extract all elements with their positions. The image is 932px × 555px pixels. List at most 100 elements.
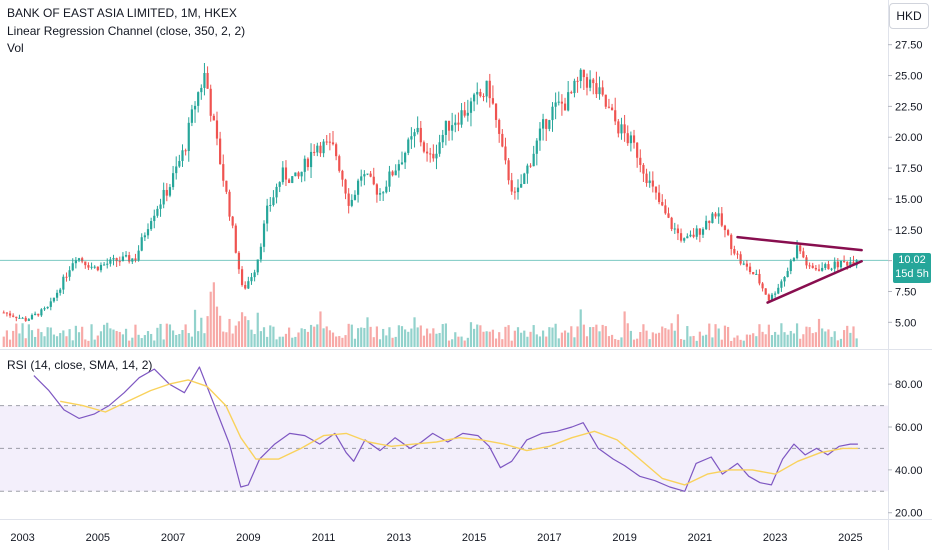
time-tick-label: 2009 bbox=[236, 532, 260, 544]
candle-body bbox=[219, 138, 222, 165]
candle-body bbox=[253, 272, 256, 278]
candle-body bbox=[115, 258, 118, 262]
volume-bar bbox=[516, 327, 520, 347]
rsi-ma-line bbox=[60, 379, 858, 486]
volume-bar bbox=[626, 323, 629, 347]
volume-bar bbox=[247, 320, 250, 347]
volume-bar bbox=[488, 331, 491, 347]
volume-bar bbox=[259, 331, 262, 347]
volume-bar bbox=[8, 339, 12, 347]
volume-bar bbox=[269, 325, 272, 347]
volume-bar bbox=[780, 323, 783, 347]
volume-bar bbox=[789, 330, 792, 347]
candle-body bbox=[168, 187, 172, 196]
candle-body bbox=[557, 101, 560, 103]
candle-body bbox=[733, 249, 736, 254]
candle-body bbox=[225, 180, 228, 192]
candle-body bbox=[667, 213, 670, 218]
candle-body bbox=[541, 119, 545, 129]
volume-bar bbox=[404, 329, 407, 347]
volume-bar bbox=[425, 328, 429, 347]
candle-body bbox=[447, 120, 451, 131]
candle-body bbox=[576, 80, 579, 82]
volume-bar bbox=[24, 338, 27, 347]
volume-bar bbox=[413, 317, 416, 347]
volume-bar bbox=[557, 338, 560, 347]
volume-bar bbox=[156, 327, 159, 347]
volume-bar bbox=[532, 325, 535, 347]
candle-body bbox=[193, 105, 197, 110]
volume-bar bbox=[244, 316, 247, 347]
volume-bar bbox=[802, 334, 805, 347]
volume-bar bbox=[617, 339, 620, 347]
candle-body bbox=[187, 122, 190, 152]
volume-bar bbox=[378, 339, 382, 347]
candle-body bbox=[783, 277, 786, 282]
candle-body bbox=[84, 261, 87, 266]
volume-bar bbox=[824, 331, 827, 347]
volume-bar bbox=[294, 336, 297, 347]
volume-bar bbox=[811, 333, 814, 347]
volume-bar bbox=[209, 291, 212, 347]
indicator-label[interactable]: Linear Regression Channel (close, 350, 2… bbox=[7, 24, 246, 38]
candle-body bbox=[422, 142, 426, 152]
volume-bar bbox=[498, 332, 501, 347]
candle-body bbox=[589, 79, 592, 88]
volume-bar bbox=[651, 332, 654, 347]
volume-bar bbox=[758, 324, 761, 347]
candle-body bbox=[112, 258, 115, 260]
candle-body bbox=[372, 176, 375, 185]
candle-body bbox=[745, 263, 748, 267]
candle-body bbox=[74, 260, 77, 264]
volume-bar bbox=[661, 326, 664, 347]
volume-bar bbox=[548, 327, 551, 347]
candle-body bbox=[501, 133, 504, 147]
currency-button[interactable]: HKD bbox=[889, 3, 929, 29]
volume-bar bbox=[34, 336, 37, 347]
candle-body bbox=[90, 266, 93, 268]
volume-bar bbox=[786, 334, 789, 347]
candle-body bbox=[774, 293, 777, 295]
volume-bar bbox=[256, 312, 259, 347]
candle-body bbox=[325, 141, 328, 143]
candle-body bbox=[300, 171, 303, 177]
candle-body bbox=[538, 128, 542, 141]
volume-bar bbox=[852, 326, 855, 347]
volume-bar bbox=[322, 328, 325, 347]
volume-bar bbox=[664, 328, 667, 347]
volume-bar bbox=[353, 338, 357, 347]
candle-body bbox=[200, 87, 203, 93]
candle-body bbox=[206, 72, 209, 89]
candle-body bbox=[726, 230, 730, 235]
rsi-tick-label: 20.00 bbox=[895, 508, 923, 520]
time-tick-label: 2007 bbox=[161, 532, 185, 544]
volume-bar bbox=[454, 332, 457, 347]
volume-bar bbox=[184, 324, 187, 347]
candle-body bbox=[457, 122, 460, 125]
volume-bar bbox=[736, 335, 739, 347]
candle-body bbox=[648, 180, 651, 184]
trend-line-lower bbox=[766, 259, 863, 304]
candle-body bbox=[444, 120, 447, 135]
candle-body bbox=[400, 162, 404, 165]
candle-body bbox=[636, 142, 639, 158]
volume-bar bbox=[636, 338, 639, 347]
candle-body bbox=[523, 173, 526, 184]
volume-bar bbox=[623, 311, 626, 347]
price-tick-label: 22.50 bbox=[895, 101, 923, 113]
volume-bar bbox=[262, 327, 266, 347]
candle-body bbox=[494, 103, 498, 120]
rsi-label[interactable]: RSI (14, close, SMA, 14, 2) bbox=[7, 358, 153, 372]
candle-body bbox=[124, 255, 128, 257]
price-tick-label: 15.00 bbox=[895, 194, 923, 206]
candle-body bbox=[451, 125, 454, 131]
volume-bar bbox=[614, 339, 617, 347]
volume-bar bbox=[589, 327, 592, 347]
candle-body bbox=[755, 273, 758, 275]
candle-body bbox=[15, 316, 18, 319]
candle-body bbox=[34, 313, 37, 315]
candle-body bbox=[77, 258, 81, 261]
volume-bar bbox=[187, 333, 190, 347]
volume-label[interactable]: Vol bbox=[7, 41, 24, 55]
